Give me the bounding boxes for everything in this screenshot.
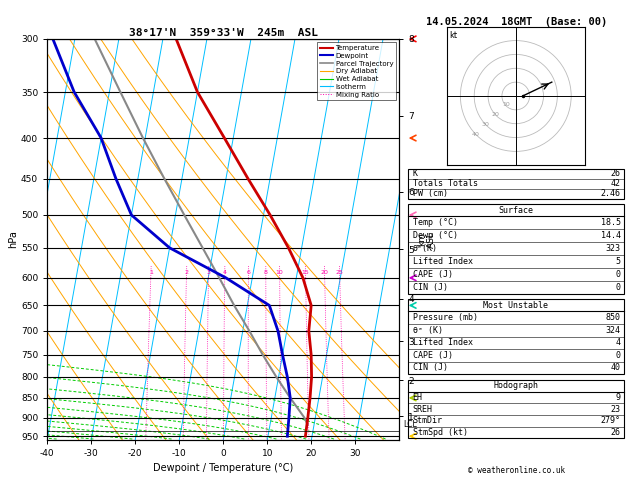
Text: 324: 324 bbox=[606, 326, 621, 335]
Text: 14.4: 14.4 bbox=[601, 231, 621, 240]
Text: kt: kt bbox=[449, 31, 457, 40]
Text: Temp (°C): Temp (°C) bbox=[413, 218, 458, 227]
Text: PW (cm): PW (cm) bbox=[413, 189, 448, 198]
Text: 4: 4 bbox=[223, 270, 226, 275]
Text: Hodograph: Hodograph bbox=[493, 382, 538, 390]
Text: 20: 20 bbox=[492, 112, 500, 117]
Text: Lifted Index: Lifted Index bbox=[413, 257, 472, 266]
Text: 40: 40 bbox=[611, 364, 621, 372]
Text: EH: EH bbox=[413, 393, 423, 402]
Text: Most Unstable: Most Unstable bbox=[483, 301, 548, 310]
Text: 0: 0 bbox=[616, 270, 621, 279]
Text: 2.46: 2.46 bbox=[601, 189, 621, 198]
Text: 18.5: 18.5 bbox=[601, 218, 621, 227]
Legend: Temperature, Dewpoint, Parcel Trajectory, Dry Adiabat, Wet Adiabat, Isotherm, Mi: Temperature, Dewpoint, Parcel Trajectory… bbox=[318, 42, 396, 100]
Text: 8: 8 bbox=[264, 270, 268, 275]
Text: 30: 30 bbox=[482, 122, 490, 127]
Text: StmDir: StmDir bbox=[413, 417, 443, 425]
Text: © weatheronline.co.uk: © weatheronline.co.uk bbox=[469, 466, 565, 475]
Text: Lifted Index: Lifted Index bbox=[413, 338, 472, 347]
Text: Surface: Surface bbox=[498, 206, 533, 214]
Text: 40: 40 bbox=[472, 132, 480, 137]
Text: 10: 10 bbox=[502, 102, 509, 107]
X-axis label: Dewpoint / Temperature (°C): Dewpoint / Temperature (°C) bbox=[153, 464, 293, 473]
Text: 20: 20 bbox=[321, 270, 328, 275]
Text: 14.05.2024  18GMT  (Base: 00): 14.05.2024 18GMT (Base: 00) bbox=[426, 17, 608, 27]
Text: Totals Totals: Totals Totals bbox=[413, 179, 477, 188]
Text: 2: 2 bbox=[184, 270, 189, 275]
Text: LCL: LCL bbox=[403, 420, 416, 429]
Text: 4: 4 bbox=[616, 338, 621, 347]
Text: 15: 15 bbox=[302, 270, 309, 275]
Text: 3: 3 bbox=[206, 270, 211, 275]
Text: SREH: SREH bbox=[413, 405, 433, 414]
Text: 26: 26 bbox=[611, 169, 621, 178]
Text: 9: 9 bbox=[616, 393, 621, 402]
Text: 5: 5 bbox=[616, 257, 621, 266]
Text: StmSpd (kt): StmSpd (kt) bbox=[413, 428, 467, 437]
Text: 10: 10 bbox=[276, 270, 284, 275]
Text: 323: 323 bbox=[606, 244, 621, 253]
Text: 279°: 279° bbox=[601, 417, 621, 425]
Text: θᵉ(K): θᵉ(K) bbox=[413, 244, 438, 253]
Text: 850: 850 bbox=[606, 313, 621, 322]
Text: θᵉ (K): θᵉ (K) bbox=[413, 326, 443, 335]
Text: 0: 0 bbox=[616, 283, 621, 292]
Text: 25: 25 bbox=[336, 270, 343, 275]
Y-axis label: hPa: hPa bbox=[8, 230, 18, 248]
Text: 42: 42 bbox=[611, 179, 621, 188]
Text: 0: 0 bbox=[616, 351, 621, 360]
Text: CAPE (J): CAPE (J) bbox=[413, 270, 453, 279]
Y-axis label: km
ASL: km ASL bbox=[417, 231, 437, 248]
Text: CIN (J): CIN (J) bbox=[413, 283, 448, 292]
Text: 23: 23 bbox=[611, 405, 621, 414]
Text: Dewp (°C): Dewp (°C) bbox=[413, 231, 458, 240]
Text: K: K bbox=[413, 169, 418, 178]
Text: 1: 1 bbox=[149, 270, 153, 275]
Text: 26: 26 bbox=[611, 428, 621, 437]
Text: CAPE (J): CAPE (J) bbox=[413, 351, 453, 360]
Text: 6: 6 bbox=[247, 270, 250, 275]
Title: 38°17'N  359°33'W  245m  ASL: 38°17'N 359°33'W 245m ASL bbox=[129, 28, 318, 38]
Text: Pressure (mb): Pressure (mb) bbox=[413, 313, 477, 322]
Text: CIN (J): CIN (J) bbox=[413, 364, 448, 372]
